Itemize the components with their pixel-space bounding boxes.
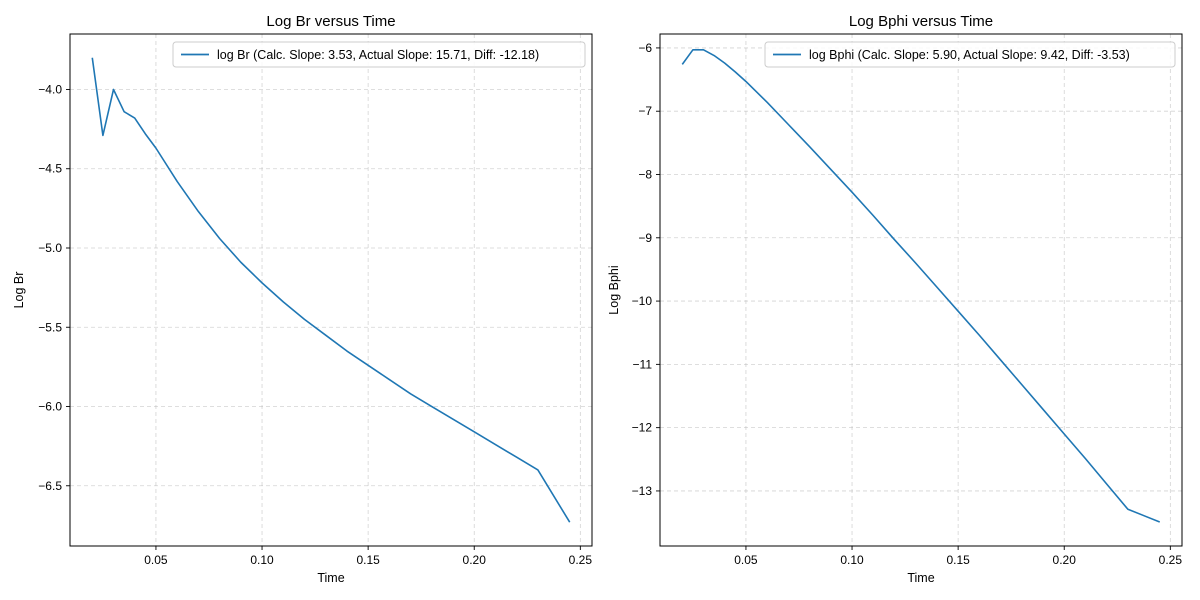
legend: log Bphi (Calc. Slope: 5.90, Actual Slop…: [764, 41, 1176, 68]
y-tick-label: −5.0: [38, 241, 62, 255]
legend-box: [172, 41, 586, 68]
y-tick-label: −10: [632, 294, 653, 308]
y-tick-label: −12: [632, 421, 653, 435]
y-tick-label: −4.0: [38, 82, 62, 96]
y-axis-label: Log Bphi: [607, 265, 621, 314]
plot-area: [659, 33, 1183, 547]
x-tick-label: 0.25: [569, 553, 593, 567]
chart-panel-1: 0.05 0.10 0.15 0.20 0.25 −6.5 −6.0 −5.5 −5.0 −4.5…: [12, 13, 593, 585]
y-tick-label: −4.5: [38, 162, 62, 176]
y-tick-label: −6.5: [38, 479, 62, 493]
x-tick-label: 0.10: [250, 553, 274, 567]
chart-panel-2: 0.05 0.10 0.15 0.20 0.25 −13 −12 −11 −10 −9 −8 −7 −6…: [607, 13, 1183, 585]
y-tick-label: −6.0: [38, 400, 62, 414]
legend-label: log Bphi (Calc. Slope: 5.90, Actual Slop…: [809, 48, 1130, 62]
series-line: [91, 57, 571, 523]
x-tick-label: 0.15: [356, 553, 380, 567]
legend-box: [764, 41, 1176, 68]
y-tick-label: −9: [638, 231, 652, 245]
y-tick-label: −7: [638, 104, 652, 118]
y-tick-label: −13: [632, 484, 653, 498]
x-tick-label: 0.15: [946, 553, 970, 567]
legend: log Br (Calc. Slope: 3.53, Actual Slope:…: [172, 41, 586, 68]
x-tick-label: 0.25: [1159, 553, 1183, 567]
chart-title: Log Br versus Time: [266, 13, 395, 30]
x-tick-label: 0.20: [463, 553, 487, 567]
plot-area: [69, 33, 593, 547]
y-tick-label: −8: [638, 167, 652, 181]
y-tick-label: −6: [638, 41, 652, 55]
x-axis-label: Time: [317, 571, 344, 585]
legend-label: log Br (Calc. Slope: 3.53, Actual Slope:…: [217, 48, 539, 62]
y-tick-label: −11: [633, 357, 653, 371]
chart-title: Log Bphi versus Time: [849, 13, 993, 30]
y-tick-label: −5.5: [38, 320, 62, 334]
x-axis-label: Time: [907, 571, 934, 585]
y-axis-label: Log Br: [12, 272, 26, 309]
x-tick-label: 0.20: [1053, 553, 1077, 567]
x-tick-label: 0.05: [144, 553, 168, 567]
x-tick-label: 0.05: [734, 553, 758, 567]
series-line: [681, 49, 1161, 523]
x-tick-label: 0.10: [840, 553, 864, 567]
